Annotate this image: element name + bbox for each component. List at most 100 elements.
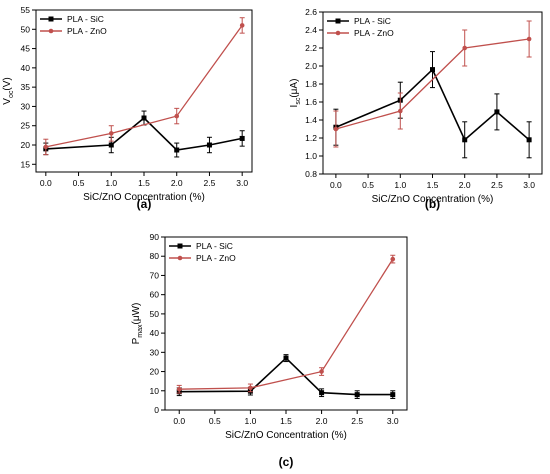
series-zno (43, 17, 245, 156)
x-tick-label: 2.5 (351, 416, 363, 426)
series-line (45, 25, 243, 148)
y-axis-label-main: V (2, 98, 13, 105)
data-point (390, 256, 396, 262)
x-tick-label: 3.0 (236, 178, 248, 188)
legend-marker (335, 18, 341, 24)
series-line (335, 68, 530, 142)
x-tick-label: 2.0 (459, 180, 471, 190)
y-tick-label: 80 (150, 251, 160, 261)
y-tick-label: 20 (21, 140, 31, 150)
y-tick-label: 0 (154, 405, 159, 415)
y-tick-label: 90 (150, 232, 160, 242)
y-axis-label-sub: max (137, 324, 144, 338)
data-point (174, 147, 180, 153)
y-tick-label: 1.2 (305, 133, 317, 143)
series-sic (333, 51, 532, 159)
x-tick-label: 1.0 (394, 180, 406, 190)
series-sic (43, 110, 245, 158)
x-tick-label: 1.0 (105, 178, 117, 188)
y-tick-label: 1.4 (305, 115, 317, 125)
data-point (390, 392, 396, 398)
y-tick-label: 2.6 (305, 7, 317, 17)
x-tick-label: 0.0 (173, 416, 185, 426)
y-axis-label: Isc(μA) (289, 79, 302, 108)
data-point (354, 392, 360, 398)
data-point (108, 142, 114, 148)
panel-label: (c) (279, 455, 294, 469)
legend: PLA - SiC PLA - ZnO (327, 16, 394, 38)
series-line (335, 38, 530, 130)
y-tick-label: 20 (150, 367, 160, 377)
chart-panel-b: 0.0 0.5 1.0 1.5 2.0 2.5 3.0 0.8 1.0 1.2 1.4 1.6 1.8 2… (289, 7, 543, 211)
data-point (526, 137, 532, 143)
data-point (462, 45, 468, 51)
legend-label: PLA - ZnO (196, 253, 236, 263)
y-tick-label: 60 (150, 290, 160, 300)
legend: PLA - SiC PLA - ZnO (169, 241, 236, 263)
x-tick-label: 2.5 (204, 178, 216, 188)
y-tick-label: 1.8 (305, 79, 317, 89)
panel-label: (a) (137, 197, 152, 211)
chart-panel-c: 0.0 0.5 1.0 1.5 2.0 2.5 3.0 0 10 20 30 40 50 60 70 80 90… (131, 232, 408, 469)
x-axis-label: SiC/ZnO Concentration (%) (225, 430, 347, 441)
x-tick-label: 2.0 (171, 178, 183, 188)
x-tick-label: 1.5 (138, 178, 150, 188)
legend-marker (177, 243, 183, 249)
x-tick-label: 0.5 (209, 416, 221, 426)
legend-marker (177, 255, 183, 261)
y-tick-label: 0.8 (305, 169, 317, 179)
legend-marker (48, 28, 54, 34)
x-tick-label: 3.0 (523, 180, 535, 190)
y-axis-label-main: I (289, 105, 300, 108)
legend-marker (335, 30, 341, 36)
y-tick-label: 2.2 (305, 43, 317, 53)
chart-panel-a: 0.0 0.5 1.0 1.5 2.0 2.5 3.0 15 20 25 30 35 40 45 50 55 S… (2, 5, 253, 211)
legend-label: PLA - SiC (67, 14, 104, 24)
data-point (43, 144, 49, 150)
y-tick-label: 40 (21, 63, 31, 73)
x-tick-label: 1.0 (244, 416, 256, 426)
y-tick-label: 15 (21, 159, 31, 169)
data-point (526, 36, 532, 42)
y-tick-label: 55 (21, 5, 31, 15)
y-tick-label: 2.4 (305, 25, 317, 35)
legend-label: PLA - SiC (196, 241, 233, 251)
legend-label: PLA - ZnO (354, 28, 394, 38)
x-tick-label: 3.0 (387, 416, 399, 426)
y-axis-label-main: P (131, 337, 142, 344)
legend-label: PLA - ZnO (67, 26, 107, 36)
data-point (248, 385, 253, 391)
x-tick-label: 0.0 (330, 180, 342, 190)
series-zno (176, 254, 396, 394)
legend: PLA - SiC PLA - ZnO (40, 14, 107, 36)
data-point (494, 109, 500, 115)
legend-marker (48, 16, 54, 22)
data-point (206, 142, 212, 148)
y-axis-label-unit: (V) (2, 77, 13, 90)
y-axis-label-sub: sc (295, 97, 302, 105)
x-tick-label: 1.5 (280, 416, 292, 426)
data-point (239, 135, 245, 141)
y-axis-label: Pmax(μW) (131, 303, 144, 345)
x-axis-label: SiC/ZnO Concentration (%) (83, 192, 205, 203)
data-point (462, 137, 468, 143)
series-line (45, 116, 243, 151)
x-tick-label: 1.5 (427, 180, 439, 190)
y-tick-label: 30 (21, 101, 31, 111)
y-tick-label: 10 (150, 386, 160, 396)
x-tick-label: 0.5 (362, 180, 374, 190)
data-point (239, 23, 245, 28)
series-line (179, 258, 394, 390)
y-tick-label: 40 (150, 328, 160, 338)
data-point (108, 131, 114, 136)
x-tick-label: 2.5 (491, 180, 503, 190)
x-axis-label: SiC/ZnO Concentration (%) (372, 194, 494, 205)
y-axis-label-unit: (μA) (289, 79, 300, 98)
data-point (397, 108, 403, 114)
legend-label: PLA - SiC (354, 16, 391, 26)
y-axis-label: Voc(V) (2, 77, 15, 104)
y-tick-label: 50 (21, 24, 31, 34)
data-point (319, 390, 325, 396)
data-point (430, 67, 435, 73)
